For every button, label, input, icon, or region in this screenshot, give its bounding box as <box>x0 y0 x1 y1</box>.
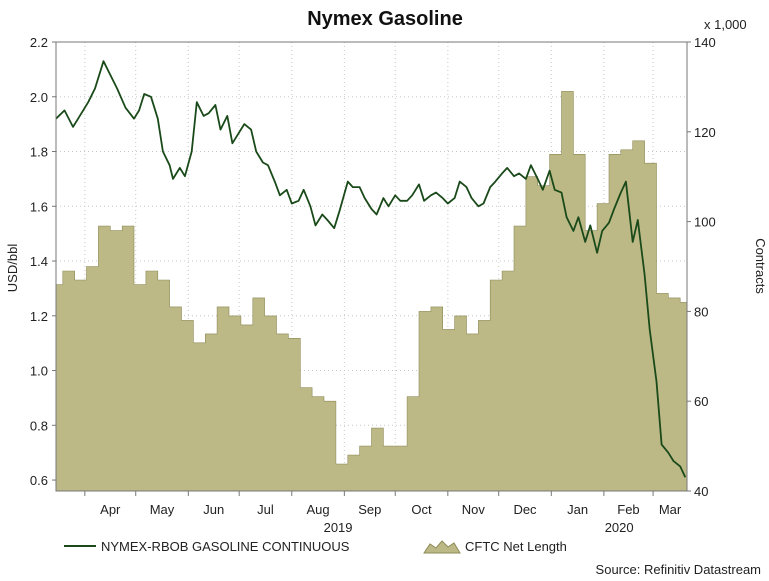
chart-title: Nymex Gasoline <box>307 8 463 30</box>
left-tick-label: 1.4 <box>30 254 48 269</box>
x-year-label: 2020 <box>605 520 634 535</box>
left-tick-label: 1.8 <box>30 145 48 160</box>
x-month-label: Dec <box>513 502 537 517</box>
left-tick-label: 2.2 <box>30 35 48 50</box>
x-month-label: Mar <box>659 502 682 517</box>
plot-area <box>55 41 688 492</box>
x-month-label: Jan <box>567 502 588 517</box>
legend: NYMEX-RBOB GASOLINE CONTINUOUS CFTC Net … <box>64 539 567 554</box>
left-tick-label: 1.6 <box>30 199 48 214</box>
legend-area-swatch <box>423 540 461 554</box>
left-tick-label: 1.0 <box>30 364 48 379</box>
legend-line-label: NYMEX-RBOB GASOLINE CONTINUOUS <box>101 539 350 554</box>
left-axis-label: USD/bbl <box>5 244 20 293</box>
x-month-label: Jul <box>257 502 274 517</box>
left-tick-label: 0.8 <box>30 418 48 433</box>
x-month-label: Aug <box>306 502 329 517</box>
cftc-net-length-area <box>55 91 688 492</box>
right-tick-label: 140 <box>694 35 716 50</box>
plot-frame <box>55 41 688 492</box>
right-axis-label: Contracts <box>753 238 768 294</box>
rbob-line-layer <box>55 60 687 478</box>
x-month-label: Nov <box>462 502 486 517</box>
rbob-gasoline-line <box>55 60 687 478</box>
right-tick-label: 100 <box>694 215 716 230</box>
right-tick-label: 80 <box>694 304 708 319</box>
right-axis-ticks: 140 120 100 80 60 40 <box>687 35 716 499</box>
x-month-label: Apr <box>100 502 121 517</box>
x-month-label: Jun <box>203 502 224 517</box>
source-note: Source: Refinitiv Datastream <box>596 562 761 577</box>
right-axis-multiplier: x 1,000 <box>704 17 747 32</box>
left-tick-label: 0.6 <box>30 473 48 488</box>
x-year-label: 2019 <box>324 520 353 535</box>
x-month-label: Feb <box>617 502 639 517</box>
left-tick-label: 2.0 <box>30 90 48 105</box>
right-tick-label: 40 <box>694 484 708 499</box>
x-axis-ticks: Apr May Jun Jul Aug Sep Oct Nov Dec Jan Feb Mar 2019… <box>84 491 682 535</box>
x-month-label: Sep <box>358 502 381 517</box>
left-tick-label: 1.2 <box>30 309 48 324</box>
legend-area-label: CFTC Net Length <box>465 539 567 554</box>
x-month-label: Oct <box>411 502 432 517</box>
x-month-label: May <box>150 502 175 517</box>
cftc-area-layer <box>55 91 688 492</box>
right-tick-label: 120 <box>694 125 716 140</box>
right-tick-label: 60 <box>694 394 708 409</box>
left-axis-ticks: 2.2 2.0 1.8 1.6 1.4 1.2 1.0 0.8 0.6 <box>30 35 56 488</box>
